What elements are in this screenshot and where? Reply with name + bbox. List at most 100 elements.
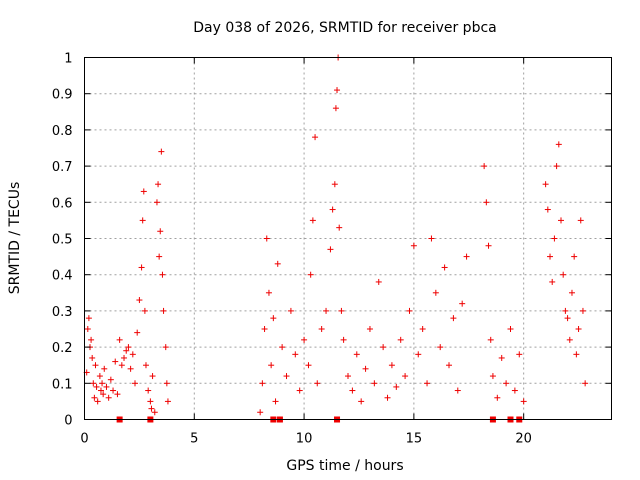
data-point [268, 362, 275, 369]
data-point [296, 387, 303, 394]
data-point [323, 307, 330, 314]
data-point [155, 181, 162, 188]
data-point [358, 398, 365, 405]
y-tick-label: 0.9 [52, 88, 73, 103]
data-point [516, 351, 523, 358]
data-point [149, 373, 156, 380]
data-point [151, 409, 158, 416]
data-point [88, 336, 95, 343]
y-tick-label: 1 [64, 52, 72, 67]
y-tick-label: 0.4 [52, 269, 73, 284]
data-point [164, 398, 171, 405]
data-point [454, 387, 461, 394]
data-point [287, 307, 294, 314]
data-point [99, 380, 106, 387]
data-point [573, 351, 580, 358]
data-point [132, 380, 139, 387]
data-point [331, 181, 338, 188]
data-point [307, 271, 314, 278]
data-point [428, 235, 435, 242]
data-point [384, 394, 391, 401]
data-point [261, 326, 268, 332]
data-point [393, 383, 400, 390]
data-point [520, 398, 527, 405]
data-point [437, 344, 444, 351]
data-point [84, 326, 91, 332]
data-point [301, 336, 308, 343]
data-point [547, 253, 554, 260]
y-tick-label: 0 [64, 414, 72, 429]
y-tick-label: 0.8 [52, 124, 73, 139]
data-point [279, 344, 286, 351]
data-point [94, 398, 101, 405]
data-point [424, 380, 431, 387]
data-point [129, 351, 136, 358]
data-point [145, 387, 152, 394]
data-point [334, 87, 341, 94]
data-point [257, 409, 264, 416]
data-point [544, 206, 551, 213]
data-point [96, 373, 103, 380]
data-point [274, 260, 281, 267]
data-point [292, 351, 299, 358]
data-point [542, 181, 549, 188]
data-point [577, 217, 584, 224]
y-tick-label: 0.7 [52, 160, 73, 175]
data-point [483, 199, 490, 206]
data-point [487, 336, 494, 343]
data-point [397, 336, 404, 343]
data-point [159, 271, 166, 278]
data-point [571, 253, 578, 260]
data-point [140, 188, 147, 195]
y-tick-labels: 0 0.1 0.2 0.3 0.4 0.5 0.6 0.7 0.8 0.9 1 [52, 52, 73, 429]
data-point [312, 134, 319, 141]
data-point [555, 141, 562, 148]
data-point [557, 217, 564, 224]
data-point [549, 278, 556, 285]
axis-ticks [84, 57, 612, 420]
data-point [114, 391, 121, 398]
x-tick-label: 10 [296, 432, 313, 447]
data-point [388, 362, 395, 369]
x-tick-label: 20 [515, 432, 532, 447]
data-point [107, 376, 114, 383]
data-point [125, 344, 132, 351]
data-point [498, 354, 505, 361]
data-point [160, 307, 167, 314]
data-point [327, 246, 334, 253]
data-point [163, 380, 170, 387]
data-point [90, 380, 97, 387]
grid-lines [84, 57, 612, 420]
data-point [366, 326, 373, 332]
data-point [118, 362, 125, 369]
data-point [305, 362, 312, 369]
y-tick-label: 0.2 [52, 341, 73, 356]
data-point [318, 326, 325, 332]
y-tick-label: 0.5 [52, 233, 73, 248]
data-point [579, 307, 586, 314]
x-axis-label: GPS time / hours [286, 458, 403, 474]
data-point [265, 289, 272, 296]
data-point [511, 387, 518, 394]
data-point [156, 253, 163, 260]
data-point [139, 217, 146, 224]
chart-title: Day 038 of 2026, SRMTID for receiver pbc… [193, 20, 496, 36]
data-point [459, 300, 466, 307]
data-point [138, 264, 145, 271]
data-point [336, 224, 343, 231]
data-point [101, 365, 108, 372]
data-point [419, 326, 426, 332]
data-point [141, 307, 148, 314]
data-point [402, 373, 409, 380]
data-point [147, 398, 154, 405]
data-point [338, 307, 345, 314]
data-point [100, 391, 107, 398]
y-tick-label: 0.6 [52, 196, 73, 211]
plot-frame [84, 57, 612, 420]
data-point [560, 271, 567, 278]
data-point [263, 235, 270, 242]
data-point [134, 329, 141, 336]
data-point [329, 206, 336, 213]
data-point [553, 163, 560, 170]
